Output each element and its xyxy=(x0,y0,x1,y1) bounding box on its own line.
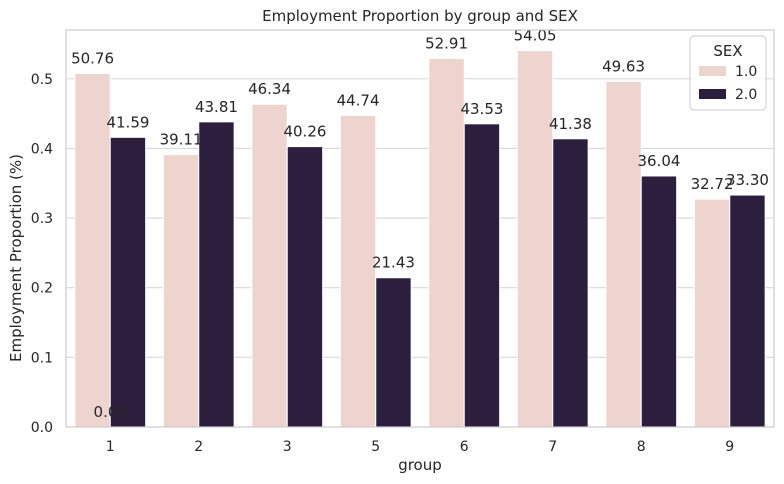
data-label: 43.81 xyxy=(195,98,238,116)
x-tick-label: 3 xyxy=(283,439,292,455)
data-label: 44.74 xyxy=(337,91,380,109)
y-tick-label: 0.2 xyxy=(31,281,53,297)
x-tick-label: 8 xyxy=(637,439,646,455)
data-label: 41.59 xyxy=(106,113,149,131)
bar xyxy=(693,198,731,428)
bar xyxy=(198,121,235,428)
data-label: 52.91 xyxy=(425,34,468,52)
data-label: 54.05 xyxy=(514,27,557,45)
x-axis-label: group xyxy=(398,456,442,474)
bar xyxy=(552,138,589,428)
bar xyxy=(463,123,501,428)
bar xyxy=(286,146,324,428)
y-axis-label: Employment Proportion (%) xyxy=(7,154,25,362)
data-labels: 50.76 41.59 39.11 43.81 46.34 40.26 44.74 21.43… xyxy=(71,27,769,421)
x-tick-label: 2 xyxy=(194,439,203,455)
legend: SEX 1.0 2.0 xyxy=(689,35,767,111)
plot-frame xyxy=(65,29,775,428)
x-tick-label: 7 xyxy=(548,439,557,455)
data-label: 36.04 xyxy=(637,152,680,170)
legend-swatch xyxy=(699,66,726,76)
legend-title: SEX xyxy=(713,42,742,60)
bar xyxy=(339,114,377,428)
bar xyxy=(74,72,111,428)
data-label: 50.76 xyxy=(71,49,114,67)
data-label: 41.38 xyxy=(549,115,592,133)
data-label: 39.11 xyxy=(160,131,203,149)
legend-swatch xyxy=(699,89,726,99)
bar xyxy=(640,175,678,428)
x-ticks: 1 2 3 5 6 7 8 9 xyxy=(106,439,734,455)
data-label: 46.34 xyxy=(248,80,291,98)
x-tick-label: 1 xyxy=(106,439,115,455)
data-label: 33.30 xyxy=(726,171,769,189)
bar xyxy=(729,194,766,428)
data-label: 49.63 xyxy=(602,57,645,75)
y-tick-label: 0.0 xyxy=(31,420,53,436)
annotation-label: 0.00 xyxy=(94,403,127,421)
bar xyxy=(162,154,200,428)
bar xyxy=(109,136,147,428)
y-tick-label: 0.4 xyxy=(31,141,53,157)
data-label: 40.26 xyxy=(283,123,326,141)
bar xyxy=(605,80,642,428)
data-label: 43.53 xyxy=(460,100,503,118)
y-tick-label: 0.3 xyxy=(31,211,53,227)
bar xyxy=(516,50,554,428)
bar xyxy=(375,277,412,428)
data-label: 32.72 xyxy=(691,175,734,193)
bar xyxy=(428,57,465,428)
data-label: 21.43 xyxy=(372,254,415,272)
x-tick-label: 6 xyxy=(460,439,469,455)
legend-label: 2.0 xyxy=(735,87,757,103)
bar xyxy=(251,103,288,428)
legend-label: 1.0 xyxy=(735,64,757,80)
x-tick-label: 5 xyxy=(371,439,380,455)
x-tick-label: 9 xyxy=(725,439,734,455)
y-tick-label: 0.1 xyxy=(31,350,53,366)
y-ticks: 0.0 0.1 0.2 0.3 0.4 0.5 xyxy=(31,72,53,436)
y-tick-label: 0.5 xyxy=(31,72,53,88)
bars xyxy=(74,50,766,428)
chart-title: Employment Proportion by group and SEX xyxy=(262,7,578,25)
